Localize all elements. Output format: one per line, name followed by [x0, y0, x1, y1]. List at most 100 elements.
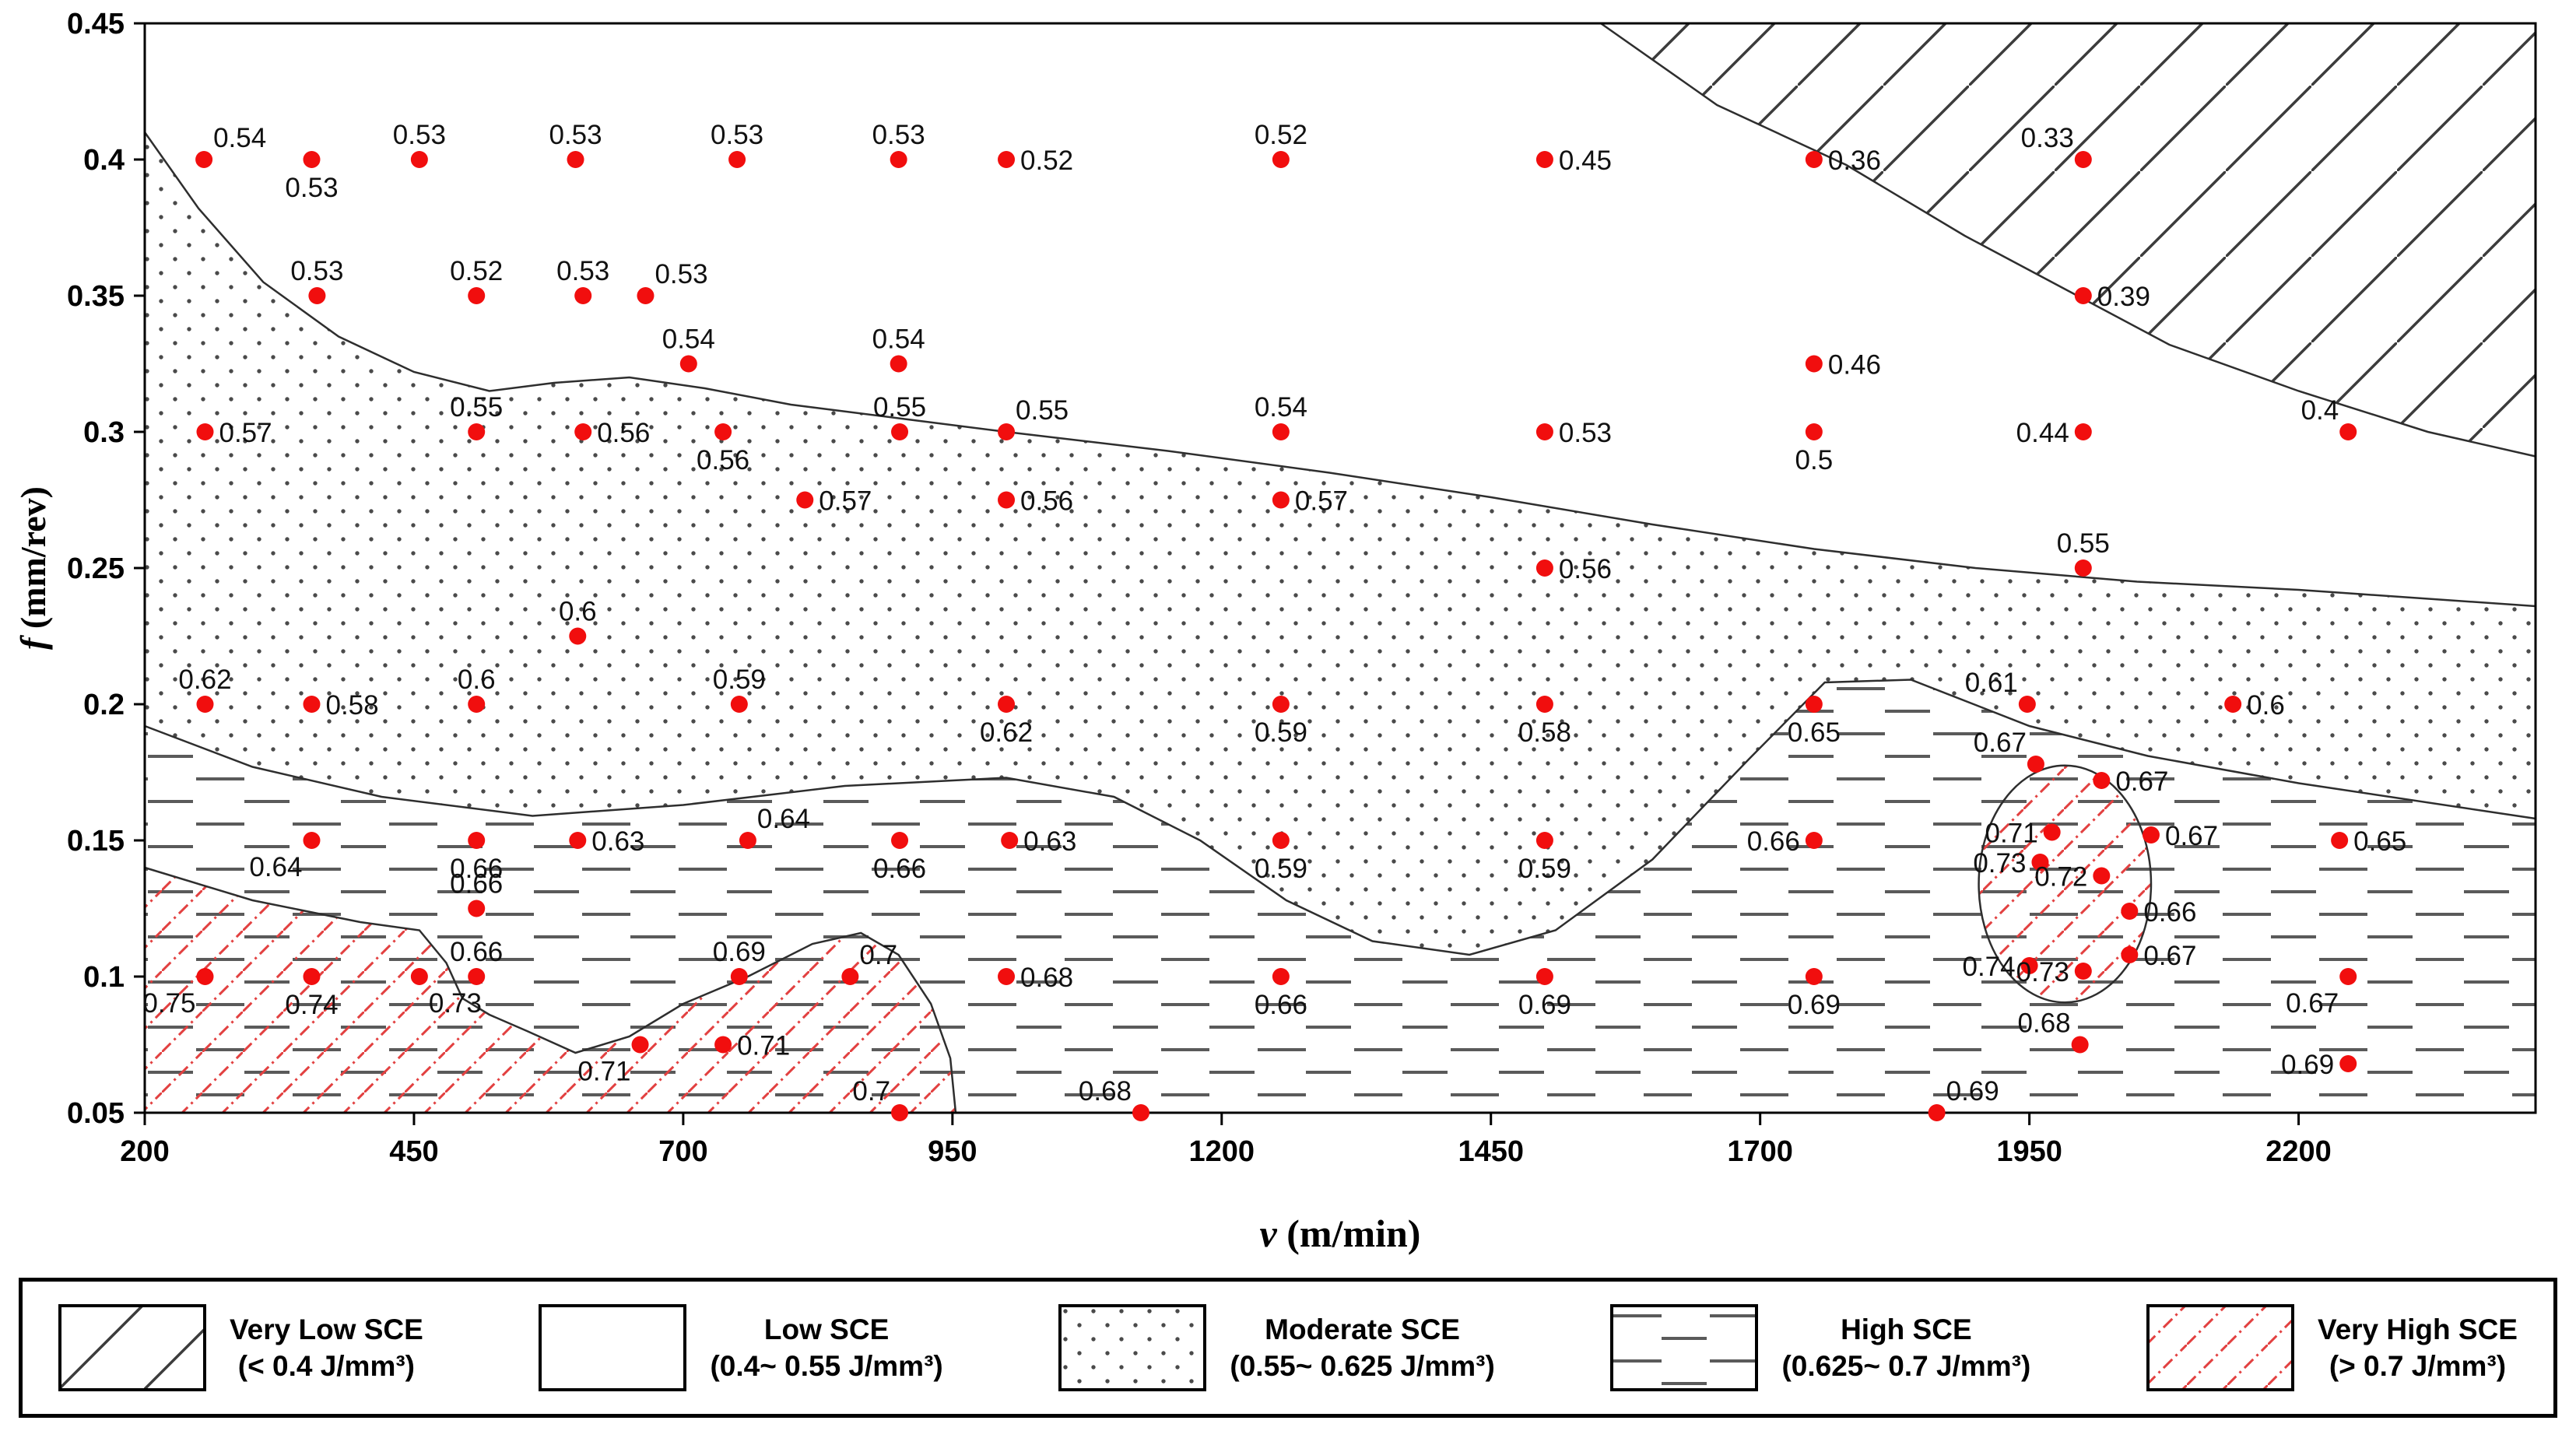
y-axis-title: f (mm/rev) — [13, 486, 53, 650]
data-point — [1805, 968, 1823, 985]
data-point — [410, 151, 428, 168]
data-point — [1272, 696, 1290, 713]
point-label: 0.67 — [2286, 988, 2339, 1019]
data-point — [1535, 559, 1553, 577]
point-label: 0.58 — [1518, 717, 1571, 748]
data-point — [1535, 968, 1553, 985]
legend-name: Very Low SCE — [230, 1313, 423, 1345]
legend-item-very-low-sce: Very Low SCE (< 0.4 J/mm³) — [58, 1304, 423, 1391]
legend-name: Moderate SCE — [1265, 1313, 1460, 1345]
point-label: 0.69 — [1788, 990, 1841, 1020]
data-point — [2142, 826, 2160, 844]
point-label: 0.36 — [1828, 146, 1881, 176]
point-label: 0.6 — [559, 597, 597, 627]
data-point — [2331, 832, 2349, 849]
point-label: 0.58 — [325, 690, 378, 721]
legend-label: Very Low SCE (< 0.4 J/mm³) — [230, 1311, 423, 1385]
data-point — [728, 151, 746, 168]
data-point — [569, 627, 587, 645]
data-point — [2339, 1055, 2357, 1072]
y-tick-label: 0.2 — [83, 689, 125, 721]
point-label: 0.59 — [1255, 854, 1307, 884]
point-label: 0.59 — [1518, 854, 1571, 884]
data-point — [2043, 823, 2061, 841]
point-label: 0.59 — [713, 665, 766, 695]
x-tick-label: 1950 — [1996, 1135, 2062, 1168]
data-point — [739, 832, 756, 849]
point-label: 0.67 — [2115, 766, 2168, 797]
data-point — [1272, 423, 1290, 440]
point-label: 0.66 — [1255, 990, 1307, 1020]
x-tick-label: 1700 — [1727, 1135, 1793, 1168]
y-tick-label: 0.25 — [67, 552, 125, 585]
data-point — [468, 287, 486, 304]
data-point — [303, 151, 321, 168]
data-point — [1535, 423, 1553, 440]
legend-label: Low SCE (0.4~ 0.55 J/mm³) — [710, 1311, 942, 1385]
point-label: 0.71 — [1985, 819, 2038, 849]
legend: Very Low SCE (< 0.4 J/mm³) Low SCE (0.4~… — [19, 1278, 2557, 1418]
point-label: 0.53 — [711, 120, 763, 150]
legend-range: (0.625~ 0.7 J/mm³) — [1781, 1350, 2031, 1382]
data-point — [468, 832, 486, 849]
point-label: 0.68 — [2018, 1008, 2071, 1039]
data-point — [303, 696, 321, 713]
data-point — [196, 968, 214, 985]
legend-range: (< 0.4 J/mm³) — [237, 1350, 416, 1382]
point-label: 0.55 — [450, 392, 503, 423]
point-label: 0.54 — [872, 324, 925, 355]
legend-range: (0.55~ 0.625 J/mm³) — [1230, 1350, 1495, 1382]
point-label: 0.53 — [872, 120, 925, 150]
point-label: 0.54 — [213, 123, 266, 153]
point-label: 0.74 — [1962, 952, 2015, 982]
point-label: 0.57 — [1295, 486, 1348, 517]
point-label: 0.54 — [1255, 392, 1307, 423]
data-point — [637, 287, 655, 304]
point-label: 0.73 — [429, 988, 482, 1019]
data-point — [891, 423, 909, 440]
legend-name: Very High SCE — [2317, 1313, 2518, 1345]
region-moderate-sce — [145, 132, 2536, 955]
data-point — [2074, 287, 2092, 304]
point-label: 0.53 — [393, 120, 446, 150]
data-point — [796, 491, 814, 509]
data-point — [1132, 1104, 1149, 1121]
point-label: 0.55 — [2057, 528, 2110, 559]
dashed-lines-swatch-icon — [1610, 1304, 1759, 1391]
region-very-high-sce-island — [1978, 764, 2153, 1004]
point-label: 0.33 — [2021, 123, 2074, 153]
data-point — [1001, 832, 1019, 849]
contour-line — [144, 679, 2536, 956]
x-tick-label: 2200 — [2265, 1135, 2332, 1168]
data-point — [1272, 832, 1290, 849]
dotted-swatch-icon — [1058, 1304, 1207, 1391]
point-label: 0.69 — [1946, 1076, 1999, 1107]
data-point — [1805, 355, 1823, 373]
x-tick-label: 450 — [389, 1135, 438, 1168]
data-point — [303, 832, 321, 849]
legend-item-very-high-sce: Very High SCE (> 0.7 J/mm³) — [2146, 1304, 2518, 1391]
data-point — [1535, 832, 1553, 849]
point-label: 0.63 — [591, 826, 644, 857]
data-point — [998, 423, 1016, 440]
data-point — [468, 968, 486, 985]
point-label: 0.6 — [458, 665, 496, 695]
data-point — [574, 287, 592, 304]
data-point — [1272, 968, 1290, 985]
data-point — [2121, 946, 2139, 963]
data-point — [303, 968, 321, 985]
point-label: 0.6 — [2247, 690, 2285, 721]
point-label: 0.7 — [852, 1076, 890, 1107]
y-tick-label: 0.05 — [67, 1097, 125, 1130]
data-point — [2020, 957, 2038, 974]
data-point — [468, 423, 486, 440]
data-point — [998, 491, 1016, 509]
data-point — [468, 696, 486, 713]
y-tick-label: 0.4 — [83, 144, 125, 177]
data-point — [2074, 423, 2092, 440]
plain-white-swatch-icon — [539, 1304, 687, 1391]
point-label: 0.57 — [819, 486, 872, 517]
point-label: 0.66 — [450, 869, 503, 900]
data-point — [1805, 423, 1823, 440]
point-label: 0.55 — [873, 392, 926, 423]
